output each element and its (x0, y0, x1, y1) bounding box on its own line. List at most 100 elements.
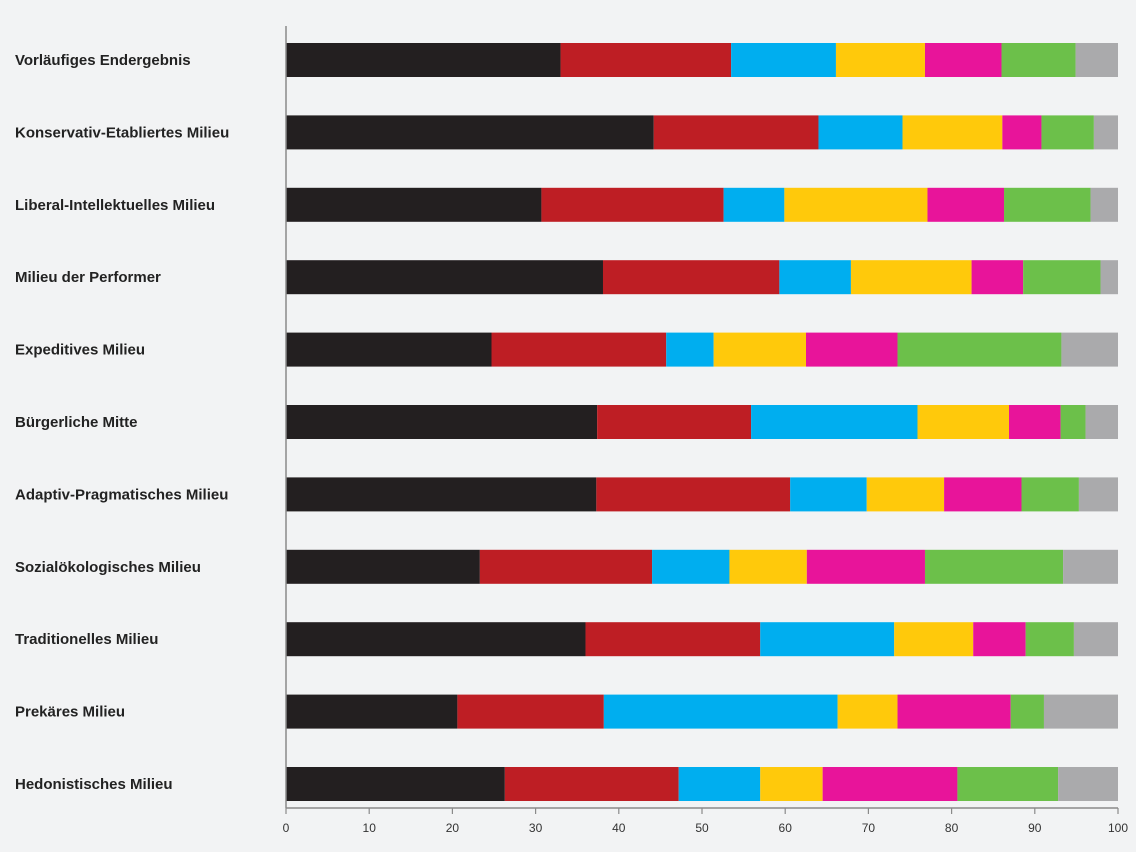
category-label: Bürgerliche Mitte (15, 414, 138, 431)
bar-segment (1025, 622, 1074, 657)
bar-segment (751, 405, 918, 439)
x-axis-ticks: 0 10 20 30 40 50 60 70 80 90 100 (283, 808, 1128, 835)
bar-segment (597, 405, 752, 439)
bar-segment (837, 694, 898, 729)
bar-area (286, 43, 1118, 801)
category-label: Hedonistisches Milieu (15, 776, 173, 793)
category-label: Sozialökologisches Milieu (15, 559, 201, 576)
bar-segment (286, 43, 561, 77)
bar-segment (944, 477, 1022, 512)
bar-segment (286, 260, 603, 295)
bar-segment (1093, 115, 1118, 150)
bar-segment (713, 332, 806, 367)
bar-segment (971, 260, 1024, 295)
bar-segment (1090, 187, 1118, 222)
bar-segment (666, 332, 714, 367)
bar-segment (894, 622, 974, 657)
bar-segment (1085, 405, 1118, 439)
bar-segment (585, 622, 761, 657)
bar-segment (731, 43, 836, 77)
bar-segment (790, 477, 867, 512)
bar-segment (1002, 115, 1042, 150)
bar-segment (917, 405, 1010, 439)
bar-segment (286, 405, 598, 439)
bar-segment (1075, 43, 1118, 77)
bar-segment (729, 549, 807, 584)
bar-segment (897, 332, 1062, 367)
category-labels: Vorläufiges Endergebnis Konservativ-Etabl… (15, 52, 229, 793)
bar-segment (286, 187, 542, 222)
bar-segment (541, 187, 724, 222)
category-label: Expeditives Milieu (15, 342, 145, 359)
x-tick-label: 70 (862, 821, 876, 835)
bar-segment (784, 187, 928, 222)
bar-segment (1004, 187, 1091, 222)
bar-segment (818, 115, 903, 150)
bar-segment (835, 43, 925, 77)
bar-segment (479, 549, 653, 584)
bar-segment (973, 622, 1026, 657)
bar-segment (779, 260, 851, 295)
bar-segment (457, 694, 604, 729)
bar-segment (1060, 405, 1086, 439)
bar-segment (924, 549, 1064, 584)
bar-segment (1058, 767, 1118, 801)
bar-segment (1063, 549, 1118, 584)
bar-segment (866, 477, 945, 512)
bar-segment (806, 332, 898, 367)
category-label: Liberal-Intellektuelles Milieu (15, 197, 215, 214)
category-label: Traditionelles Milieu (15, 631, 158, 648)
category-label: Prekäres Milieu (15, 704, 125, 721)
bar-segment (652, 549, 730, 584)
bar-segment (1078, 477, 1118, 512)
bar-segment (723, 187, 785, 222)
bar-segment (1073, 622, 1118, 657)
x-tick-label: 100 (1108, 821, 1128, 835)
bar-segment (1061, 332, 1118, 367)
bar-segment (1100, 260, 1118, 295)
bar-segment (602, 260, 780, 295)
x-tick-label: 50 (695, 821, 709, 835)
bar-segment (850, 260, 972, 295)
bar-segment (1009, 405, 1061, 439)
bar-segment (286, 767, 505, 801)
bar-segment (286, 477, 597, 512)
bar-segment (1010, 694, 1044, 729)
bar-segment (286, 694, 458, 729)
bar-segment (822, 767, 958, 801)
x-tick-label: 20 (446, 821, 460, 835)
bar-segment (957, 767, 1059, 801)
bar-segment (596, 477, 791, 512)
bar-segment (1021, 477, 1079, 512)
bar-segment (1041, 115, 1094, 150)
category-label: Milieu der Performer (15, 269, 161, 286)
bar-segment (286, 622, 586, 657)
bar-segment (760, 622, 895, 657)
bar-segment (1023, 260, 1101, 295)
x-tick-label: 10 (363, 821, 377, 835)
bar-segment (806, 549, 925, 584)
bar-segment (286, 549, 480, 584)
bar-segment (603, 694, 838, 729)
bar-segment (927, 187, 1005, 222)
x-tick-label: 0 (283, 821, 290, 835)
x-tick-label: 30 (529, 821, 543, 835)
category-label: Adaptiv-Pragmatisches Milieu (15, 486, 228, 503)
bar-segment (286, 332, 492, 367)
bar-segment (678, 767, 761, 801)
bar-segment (1001, 43, 1076, 77)
bar-segment (902, 115, 1003, 150)
bar-segment (1043, 694, 1118, 729)
category-label: Konservativ-Etabliertes Milieu (15, 124, 229, 141)
category-label: Vorläufiges Endergebnis (15, 52, 191, 69)
x-tick-label: 60 (779, 821, 793, 835)
x-tick-label: 80 (945, 821, 959, 835)
bar-segment (286, 115, 654, 150)
x-tick-label: 40 (612, 821, 626, 835)
bar-segment (760, 767, 823, 801)
bar-segment (924, 43, 1002, 77)
bar-segment (653, 115, 819, 150)
bar-segment (504, 767, 679, 801)
bar-segment (897, 694, 1011, 729)
